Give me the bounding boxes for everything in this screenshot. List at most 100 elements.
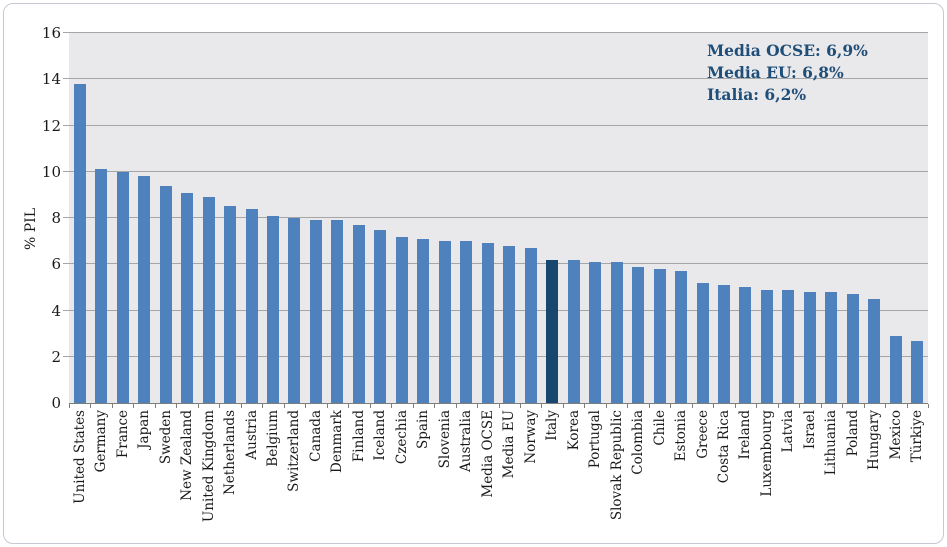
x-tick-label-iceland: Iceland xyxy=(372,410,389,461)
gridline xyxy=(63,170,928,172)
bar-estonia xyxy=(675,271,688,403)
x-axis-boundary-tick xyxy=(498,404,500,408)
x-tick-label-media-eu: Media EU xyxy=(501,410,518,479)
x-tick-label-canada: Canada xyxy=(307,410,324,462)
plot-area: Media OCSE: 6,9% Media EU: 6,8% Italia: … xyxy=(63,32,928,404)
x-tick-label-norway: Norway xyxy=(522,410,539,464)
x-axis-boundary-tick xyxy=(369,404,371,408)
bar-portugal xyxy=(589,261,602,403)
x-axis-boundary-tick xyxy=(90,404,92,408)
bar-switzerland xyxy=(288,218,301,403)
gridline xyxy=(63,124,928,126)
y-tick-label: 16 xyxy=(41,24,61,42)
x-axis-boundary-tick xyxy=(391,404,393,408)
gridline xyxy=(63,263,928,265)
bar-japan xyxy=(138,176,151,403)
annotation-italia: Italia: 6,2% xyxy=(707,85,807,104)
gridline xyxy=(63,217,928,218)
x-tick-label-united-states: United States xyxy=(71,410,88,504)
x-axis-boundary-tick xyxy=(519,404,521,408)
bar-ireland xyxy=(739,287,752,403)
x-axis-boundary-tick xyxy=(863,404,865,408)
x-tick-label-new-zealand: New Zealand xyxy=(179,410,196,501)
x-tick-label-chile: Chile xyxy=(651,410,668,446)
y-tick-label: 14 xyxy=(41,70,61,89)
x-tick-label-czechia: Czechia xyxy=(393,410,410,465)
gridline xyxy=(63,32,928,33)
x-tick-label-hungary: Hungary xyxy=(866,410,883,470)
bar-israel xyxy=(803,292,816,403)
x-tick-label-greece: Greece xyxy=(694,410,711,459)
x-tick-label-switzerland: Switzerland xyxy=(286,410,303,492)
x-tick-label-finland: Finland xyxy=(350,410,367,463)
x-tick-label-japan: Japan xyxy=(136,410,153,449)
x-tick-label-italy: Italy xyxy=(544,410,561,441)
x-tick-label-ireland: Ireland xyxy=(737,410,754,460)
x-axis-boundary-tick xyxy=(777,404,779,408)
bar-belgium xyxy=(267,215,279,403)
x-axis-boundary-tick xyxy=(197,404,199,408)
x-axis-boundary-tick xyxy=(562,404,564,408)
bar-united-kingdom xyxy=(202,197,215,403)
bar-media-ocse xyxy=(481,243,494,403)
bar-sweden xyxy=(159,185,172,403)
x-axis-boundary-tick xyxy=(176,404,178,408)
bar-denmark xyxy=(331,220,344,403)
x-tick-label-colombia: Colombia xyxy=(630,410,647,475)
annotation-media-ocse: Media OCSE: 6,9% xyxy=(707,41,868,60)
x-tick-label-t-rkiye: Türkiye xyxy=(909,410,926,463)
chart-figure: % PIL 0 2 4 6 8 10 12 14 16 Media OCSE: 6,9% Med… xyxy=(3,3,944,544)
x-axis-boundary-tick xyxy=(584,404,586,408)
x-axis-boundary-tick xyxy=(133,404,135,408)
x-axis-boundary-tick xyxy=(455,404,457,408)
x-axis-boundary-tick xyxy=(928,404,929,408)
x-tick-label-slovenia: Slovenia xyxy=(436,410,453,469)
x-axis-boundary-tick xyxy=(219,404,221,408)
x-axis-boundary-tick xyxy=(756,404,758,408)
x-tick-label-belgium: Belgium xyxy=(265,410,281,467)
y-tick-label: 12 xyxy=(41,116,61,135)
bar-slovak-republic xyxy=(610,261,623,403)
x-tick-label-france: France xyxy=(114,410,131,459)
x-axis-boundary-tick xyxy=(305,404,307,408)
x-tick-label-portugal: Portugal xyxy=(587,410,604,469)
x-tick-label-luxembourg: Luxembourg xyxy=(758,410,775,497)
x-axis-boundary-tick xyxy=(412,404,414,408)
x-tick-label-estonia: Estonia xyxy=(673,410,690,462)
bar-finland xyxy=(352,224,365,403)
bar-luxembourg xyxy=(760,289,773,403)
bar-germany xyxy=(95,169,108,403)
bar-norway xyxy=(524,248,537,403)
x-tick-label-slovak-republic: Slovak Republic xyxy=(608,410,625,521)
x-axis-boundary-tick xyxy=(262,404,264,408)
annotation-media-eu: Media EU: 6,8% xyxy=(707,63,844,82)
y-tick-label: 4 xyxy=(51,301,61,320)
x-tick-label-israel: Israel xyxy=(801,410,818,450)
y-tick-label: 6 xyxy=(51,255,61,274)
bar-netherlands xyxy=(224,206,237,403)
bar-italy xyxy=(546,259,559,403)
gridline xyxy=(63,309,928,311)
x-axis-boundary-tick xyxy=(906,404,908,408)
x-tick-label-costa-rica: Costa Rica xyxy=(715,410,732,484)
bar-poland xyxy=(846,294,859,403)
x-tick-label-poland: Poland xyxy=(844,410,861,457)
y-tick-label: 8 xyxy=(51,209,61,227)
bar-australia xyxy=(460,241,473,403)
x-axis-boundary-tick xyxy=(842,404,844,408)
x-axis-boundary-tick xyxy=(434,404,436,408)
x-tick-label-latvia: Latvia xyxy=(780,410,797,453)
x-axis-boundary-tick xyxy=(240,404,242,408)
annotation-box: Media OCSE: 6,9% Media EU: 6,8% Italia: … xyxy=(707,40,868,106)
x-axis-boundary-tick xyxy=(154,404,156,408)
bar-canada xyxy=(309,220,322,403)
x-axis-boundary-tick xyxy=(541,404,543,408)
bar-colombia xyxy=(632,266,645,403)
x-tick-label-media-ocse: Media OCSE xyxy=(479,410,496,498)
bar-slovenia xyxy=(438,241,451,403)
bar-united-states xyxy=(73,83,86,403)
x-axis-boundary-tick xyxy=(283,404,285,408)
x-axis-boundary-tick xyxy=(69,404,70,408)
x-axis-boundary-tick xyxy=(799,404,801,408)
x-axis-boundary-tick xyxy=(627,404,629,408)
